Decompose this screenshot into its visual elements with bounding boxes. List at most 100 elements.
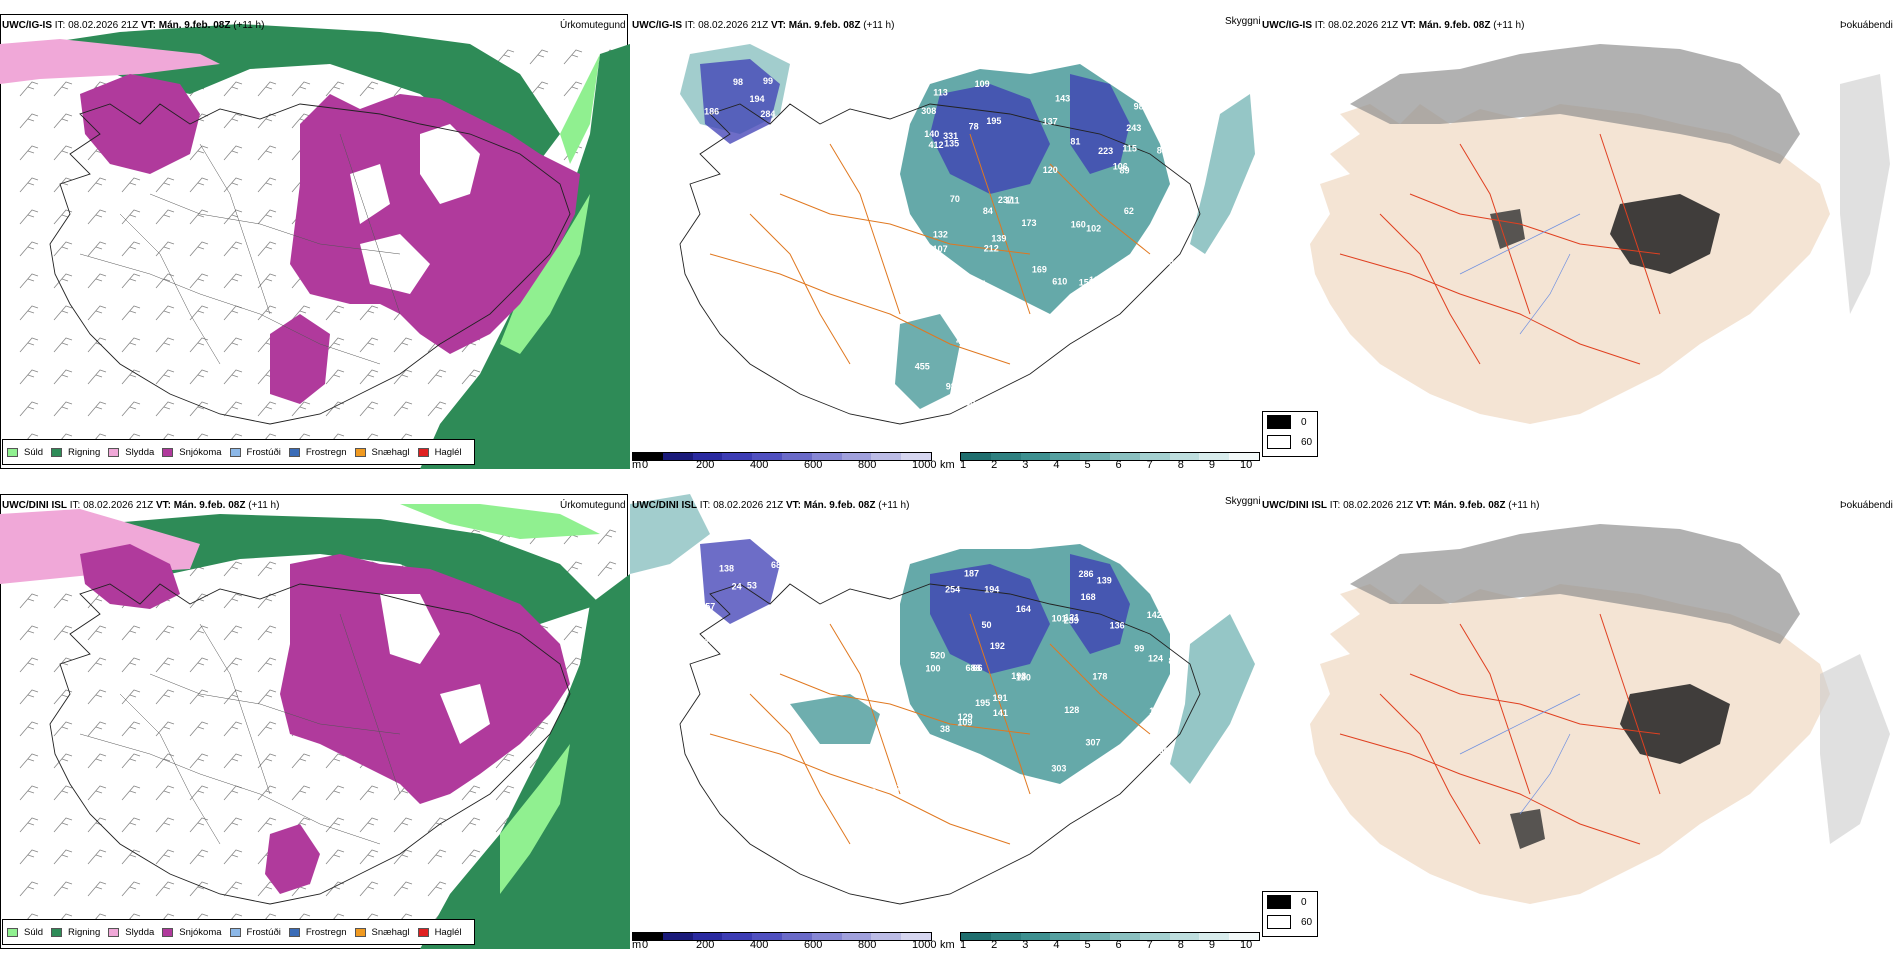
snow-main bbox=[290, 94, 580, 354]
cloud-base-label: 84 bbox=[983, 206, 993, 216]
precip-type-map bbox=[0, 504, 630, 949]
cloud-base-label: 194 bbox=[749, 94, 764, 104]
cloud-base-unit: m bbox=[632, 459, 642, 471]
cloud-base-label: 220 bbox=[1163, 582, 1178, 592]
wind-barb bbox=[19, 593, 39, 609]
fog-dark bbox=[1610, 194, 1720, 274]
colorbar-tick: 400 bbox=[750, 939, 769, 951]
teal-offshore bbox=[1170, 614, 1255, 784]
wind-barb bbox=[257, 305, 277, 321]
cloud-base-label: 50 bbox=[981, 620, 991, 630]
cloud-base-label: 192 bbox=[990, 641, 1005, 651]
colorbar-tick: 9 bbox=[1208, 459, 1215, 471]
cloud-base-label: 267 bbox=[954, 799, 969, 809]
legend-item: Snæhagl bbox=[354, 447, 410, 458]
wind-barb bbox=[223, 561, 243, 577]
legend-item: Slydda bbox=[108, 927, 154, 938]
wind-barb bbox=[121, 689, 141, 705]
cloud-base-label: 187 bbox=[964, 569, 979, 579]
wind-barb bbox=[359, 817, 379, 833]
roads-red bbox=[1339, 613, 1661, 845]
cloud-base-blue bbox=[700, 539, 1130, 674]
colorbar-segment bbox=[871, 453, 902, 460]
wind-barb bbox=[121, 401, 141, 417]
wind-barb bbox=[325, 753, 345, 769]
colorbar-tick: 5 bbox=[1084, 459, 1091, 471]
cloud-base-label: 24 bbox=[732, 582, 742, 592]
cloud-base-visibility-map: 138 167 57 87 68 24 155 53 38 101 128 121 192 191 187 5… bbox=[630, 494, 1255, 905]
wind-barb bbox=[291, 753, 311, 769]
colorbar-segment bbox=[692, 933, 723, 940]
wind-barb bbox=[87, 689, 107, 705]
colorbar-tick: 10 bbox=[1240, 459, 1253, 471]
wind-barb bbox=[121, 849, 141, 865]
colorbar-tick: 4 bbox=[1053, 459, 1060, 471]
wind-barb bbox=[19, 753, 39, 769]
wind-barb bbox=[257, 81, 277, 97]
colorbar-tick: 1000 bbox=[912, 459, 937, 471]
legend-item: Snjókoma bbox=[162, 927, 222, 938]
cloud-base-label: 62 bbox=[1124, 206, 1134, 216]
wind-barb bbox=[155, 881, 175, 897]
colorbar-tick: 10 bbox=[1240, 939, 1253, 951]
wind-barb bbox=[257, 625, 277, 641]
colorbar-segment bbox=[1139, 453, 1170, 460]
cloud-base-label: 120 bbox=[1043, 165, 1058, 175]
panel-title: Skyggni bbox=[1225, 496, 1261, 507]
fog-key: 0 60 bbox=[1262, 891, 1318, 937]
colorbar-segment bbox=[1050, 933, 1081, 940]
wind-barb bbox=[223, 305, 243, 321]
colorbar-segment bbox=[752, 453, 782, 460]
legend-swatch bbox=[162, 447, 174, 457]
wind-barb bbox=[393, 881, 413, 897]
colorbar-tick: 7 bbox=[1146, 939, 1153, 951]
colorbar-segment bbox=[1169, 453, 1200, 460]
wind-barb bbox=[529, 49, 549, 65]
wind-barb bbox=[121, 241, 141, 257]
wind-barb bbox=[325, 305, 345, 321]
colorbar-segment bbox=[1229, 453, 1259, 460]
fog-key-swatch-high bbox=[1267, 415, 1291, 429]
wind-barb bbox=[19, 721, 39, 737]
wind-barb bbox=[291, 785, 311, 801]
cloud-base-label: 102 bbox=[1086, 224, 1101, 234]
fog-key-swatch-low bbox=[1267, 915, 1291, 929]
cloud-base-label: 124 bbox=[1148, 653, 1163, 663]
wind-barb bbox=[427, 881, 447, 897]
cloud-base-label: 99 bbox=[763, 76, 773, 86]
wind-barb bbox=[257, 817, 277, 833]
panel-title: Úrkomutegund bbox=[560, 20, 626, 31]
wind-barb bbox=[155, 753, 175, 769]
colorbar-segment bbox=[811, 453, 842, 460]
panel-header: UWC/DINI ISL IT: 08.02.2026 21Z VT: Mán.… bbox=[2, 500, 280, 511]
roads-red bbox=[1339, 133, 1661, 365]
cloud-base-label: 76 bbox=[923, 755, 933, 765]
wind-barb bbox=[53, 241, 73, 257]
colorbar-segment bbox=[633, 453, 663, 460]
panel-header: UWC/IG-IS IT: 08.02.2026 21Z VT: Mán. 9.… bbox=[2, 20, 265, 31]
wind-barb bbox=[461, 369, 481, 385]
precip-legend: Súld Rigning Slydda Snjókoma Frostúði Frostre… bbox=[2, 439, 475, 465]
fog-key-swatch-high bbox=[1267, 895, 1291, 909]
wind-barb bbox=[19, 177, 39, 193]
colorbar-tick: 3 bbox=[1022, 939, 1029, 951]
colorbar-tick: 200 bbox=[696, 459, 715, 471]
colorbar-segment bbox=[1169, 933, 1200, 940]
fog-key-low: 60 bbox=[1301, 916, 1313, 928]
colorbar-segment bbox=[1020, 933, 1051, 940]
wind-barb bbox=[597, 561, 617, 577]
wind-barb bbox=[359, 849, 379, 865]
cloud-base-label: 180 bbox=[1016, 673, 1031, 683]
iceland-outline bbox=[49, 583, 571, 905]
cloud-base-ticks: 0 200 400 600 800 1000 bbox=[642, 939, 936, 953]
cloud-base-label: 53 bbox=[747, 580, 757, 590]
legend-item: Frostúði bbox=[229, 447, 281, 458]
teal-south bbox=[790, 694, 880, 744]
cloud-base-label: 122 bbox=[1155, 766, 1170, 776]
wind-barb bbox=[87, 849, 107, 865]
wind-barb bbox=[325, 401, 345, 417]
wind-barb bbox=[189, 657, 209, 673]
colorbar-segment bbox=[901, 453, 931, 460]
wind-barb bbox=[53, 593, 73, 609]
colorbar-segment bbox=[633, 933, 663, 940]
